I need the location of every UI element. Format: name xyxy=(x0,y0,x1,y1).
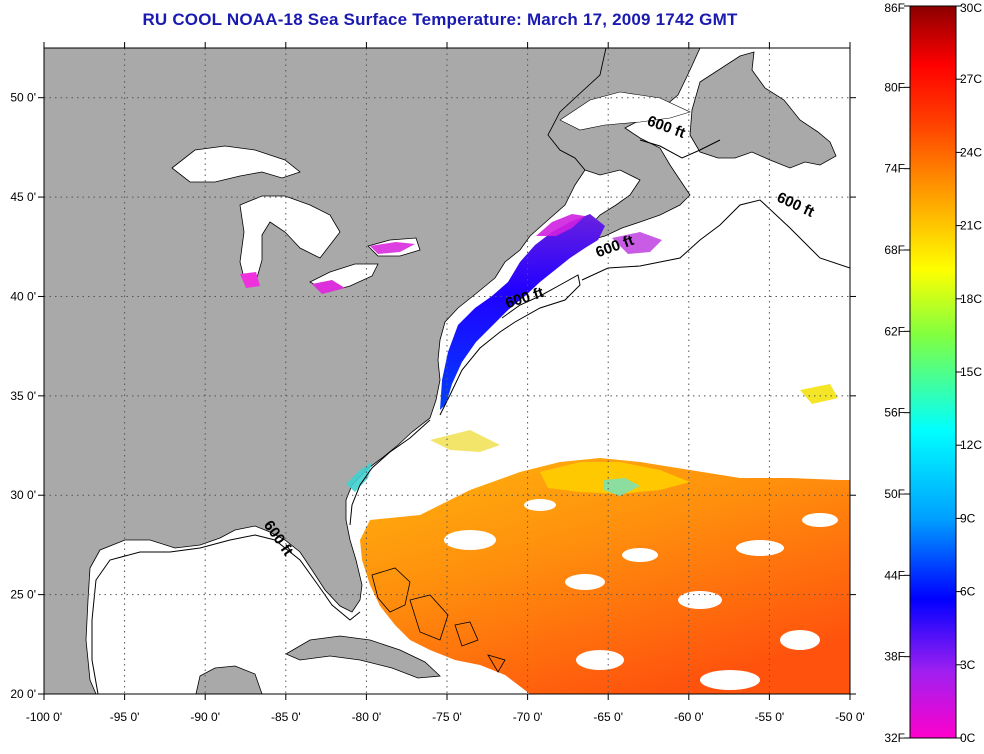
sst-magenta-lake-michigan xyxy=(240,272,260,288)
sst-magenta-coast xyxy=(536,214,585,236)
x-tick-label: -55 0' xyxy=(755,710,785,724)
colorbar-f-label: 56F xyxy=(884,406,905,420)
land-yucatan xyxy=(195,665,263,694)
colorbar-c-label: 18C xyxy=(960,292,982,306)
colorbar-c-label: 21C xyxy=(960,219,982,233)
x-tick-label: -75 0' xyxy=(432,710,462,724)
sst-yellow-band xyxy=(540,462,690,494)
colorbar-c-label: 9C xyxy=(960,511,976,525)
bahamas-banks xyxy=(371,567,506,673)
y-tick-label: 50 0' xyxy=(10,91,36,105)
lake-superior xyxy=(171,145,301,183)
sst-magenta-lake-ontario xyxy=(370,242,415,254)
colorbar-f-label: 44F xyxy=(884,568,905,582)
colorbar-c-label: 12C xyxy=(960,438,982,452)
axis-tick-labels: -100 0' -95 0' -90 0' -85 0' -80 0' -75 0' -70… xyxy=(10,91,864,724)
x-tick-label: -65 0' xyxy=(593,710,623,724)
colorbar-celsius-labels: 30C 27C 24C 21C 18C 15C 12C 9C 6C 3C 0C xyxy=(960,1,982,745)
x-tick-label: -100 0' xyxy=(26,710,62,724)
colorbar-f-label: 50F xyxy=(884,487,905,501)
colorbar-ticks xyxy=(904,5,962,739)
x-tick-label: -95 0' xyxy=(110,710,140,724)
axis-ticks xyxy=(38,42,856,700)
y-tick-label: 40 0' xyxy=(10,289,36,303)
land-newfoundland xyxy=(689,51,837,169)
x-tick-label: -50 0' xyxy=(835,710,865,724)
x-tick-label: -85 0' xyxy=(271,710,301,724)
colorbar-f-label: 86F xyxy=(884,1,905,15)
x-tick-label: -90 0' xyxy=(190,710,220,724)
colorbar-c-label: 3C xyxy=(960,658,976,672)
sst-warm-region xyxy=(360,458,850,694)
sst-magenta-lake-erie xyxy=(312,280,345,294)
colorbar-fahrenheit-labels: 86F 80F 74F 68F 62F 56F 50F 44F 38F 32F xyxy=(884,1,905,745)
sst-magenta-scotian xyxy=(612,232,662,254)
x-tick-label: -60 0' xyxy=(674,710,704,724)
colorbar-c-label: 30C xyxy=(960,1,982,15)
st-lawrence-gulf xyxy=(559,91,691,131)
colorbar-f-label: 74F xyxy=(884,162,905,176)
colorbar-f-label: 38F xyxy=(884,650,905,664)
sst-yellow-coastal xyxy=(430,430,500,452)
sst-cyan-georgia xyxy=(346,462,372,492)
y-tick-label: 35 0' xyxy=(10,389,36,403)
colorbar-f-label: 80F xyxy=(884,80,905,94)
land-cuba xyxy=(285,635,441,679)
colorbar-c-label: 0C xyxy=(960,731,976,745)
y-tick-label: 25 0' xyxy=(10,588,36,602)
colorbar-f-label: 32F xyxy=(884,731,905,745)
x-tick-label: -80 0' xyxy=(352,710,382,724)
colorbar xyxy=(909,5,957,739)
x-tick-label: -70 0' xyxy=(513,710,543,724)
sst-yellow-east xyxy=(800,384,838,404)
colorbar-c-label: 6C xyxy=(960,585,976,599)
colorbar-c-label: 24C xyxy=(960,145,982,159)
sst-cold-shelf xyxy=(440,214,605,410)
colorbar-f-label: 62F xyxy=(884,324,905,338)
y-tick-label: 45 0' xyxy=(10,190,36,204)
lat-lon-grid xyxy=(44,48,850,694)
y-tick-label: 30 0' xyxy=(10,488,36,502)
colorbar-c-label: 15C xyxy=(960,365,982,379)
colorbar-f-label: 68F xyxy=(884,243,905,257)
y-tick-label: 20 0' xyxy=(10,687,36,701)
colorbar-c-label: 27C xyxy=(960,72,982,86)
cloud-gaps xyxy=(444,499,838,690)
map-title: RU COOL NOAA-18 Sea Surface Temperature:… xyxy=(142,10,738,29)
sst-cyan-patch xyxy=(604,478,640,496)
